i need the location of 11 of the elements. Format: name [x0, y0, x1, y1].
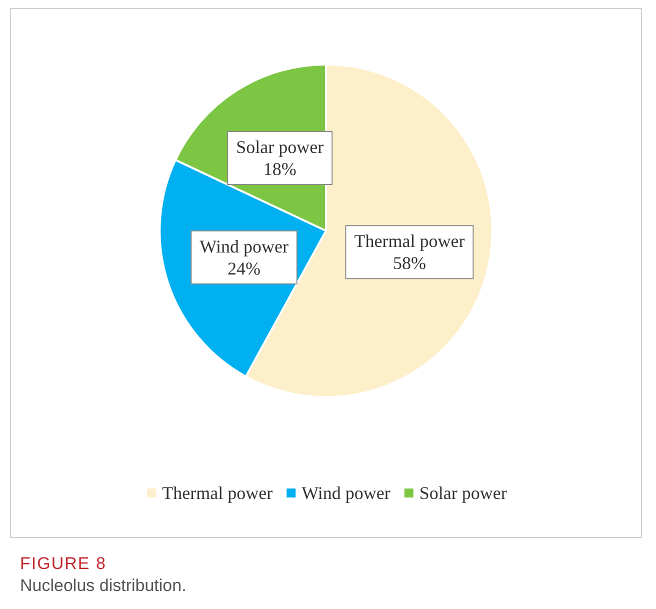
legend-label: Wind power — [302, 483, 390, 503]
data-label: 18% — [263, 159, 296, 180]
data-label: 58% — [392, 253, 426, 274]
slice-label: Wind power — [200, 236, 288, 256]
legend-label: Thermal power — [162, 483, 273, 503]
data-label: 24% — [228, 258, 261, 278]
legend-label: Solar power — [419, 483, 507, 503]
slice-label: Thermal power — [354, 231, 465, 252]
caption: FIGURE 8 — [20, 554, 108, 574]
slice-label: Solar power — [236, 137, 324, 158]
text: Nucleolus distribution. — [20, 576, 188, 596]
